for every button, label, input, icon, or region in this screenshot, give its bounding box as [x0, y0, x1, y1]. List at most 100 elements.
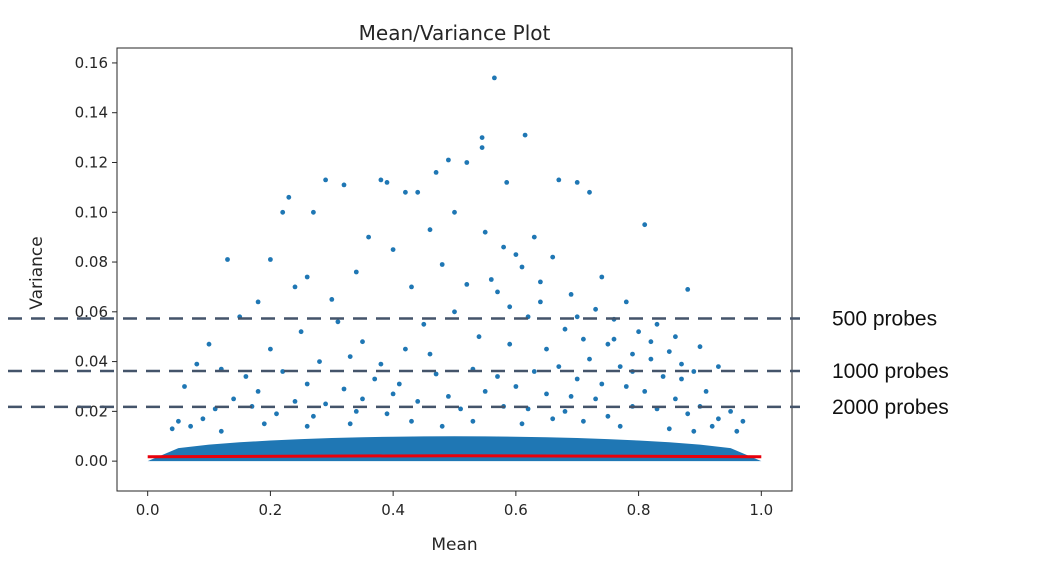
scatter-point: [673, 396, 678, 402]
scatter-point: [323, 401, 328, 407]
y-tick-label: 0.14: [75, 104, 108, 122]
scatter-point: [464, 160, 470, 165]
scatter-point: [605, 341, 611, 347]
scatter-point: [673, 334, 678, 340]
x-tick-label: 0.2: [258, 501, 282, 519]
scatter-point: [728, 409, 733, 414]
scatter-point: [188, 423, 194, 429]
scatter-point: [479, 145, 485, 151]
scatter-point: [194, 361, 200, 367]
scatter-point: [562, 409, 568, 414]
scatter-point: [439, 423, 445, 429]
x-tick-label: 0.4: [381, 501, 405, 519]
scatter-point: [522, 132, 528, 138]
scatter-point: [415, 189, 421, 195]
scatter-point: [660, 374, 666, 379]
scatter-point: [593, 306, 598, 312]
scatter-point: [384, 180, 390, 185]
scatter-point: [317, 359, 322, 364]
scatter-point: [568, 292, 574, 297]
y-axis-title: Variance: [27, 236, 47, 309]
scatter-point: [716, 416, 721, 422]
scatter-point: [685, 411, 691, 417]
scatter-point: [593, 396, 598, 402]
scatter-point: [360, 339, 365, 345]
scatter-point: [396, 381, 402, 387]
scatter-point: [292, 284, 298, 290]
threshold-label: 2000 probes: [832, 396, 949, 419]
scatter-point: [280, 369, 286, 374]
scatter-point: [298, 329, 304, 335]
scatter-point: [617, 364, 623, 369]
y-tick-label: 0.12: [75, 153, 108, 171]
scatter-point: [562, 326, 568, 332]
scatter-point: [679, 376, 684, 382]
scatter-point: [513, 384, 519, 389]
scatter-point: [716, 364, 721, 369]
scatter-point: [691, 428, 697, 434]
scatter-point: [654, 321, 660, 327]
scatter-point: [538, 279, 543, 285]
threshold-lines: 500 probes 1000 probes 2000 probes: [8, 308, 949, 419]
scatter-point: [304, 423, 310, 429]
scatter-point: [617, 423, 623, 429]
scatter-point: [433, 170, 439, 175]
scatter-point: [353, 269, 359, 275]
scatter-point: [479, 135, 485, 141]
scatter-point: [581, 418, 586, 424]
scatter-point: [691, 369, 697, 374]
scatter-point: [734, 428, 740, 434]
scatter-points: [169, 75, 746, 434]
scatter-point: [587, 356, 592, 362]
y-tick-label: 0.10: [75, 203, 108, 221]
scatter-point: [599, 381, 605, 387]
scatter-point: [433, 371, 439, 377]
scatter-point: [519, 264, 525, 270]
scatter-point: [390, 247, 396, 253]
scatter-point: [323, 177, 328, 183]
scatter-point: [709, 423, 715, 429]
y-tick-label: 0.06: [75, 303, 108, 321]
scatter-point: [378, 361, 384, 367]
scatter-point: [544, 391, 549, 397]
scatter-point: [488, 277, 494, 282]
scatter-point: [513, 252, 519, 257]
y-axis: 0.00 0.02 0.04 0.06 0.08 0.10 0.12 0.14 0.16: [75, 54, 117, 470]
scatter-point: [666, 349, 672, 354]
x-tick-label: 1.0: [749, 501, 773, 519]
scatter-point: [427, 227, 433, 233]
scatter-point: [495, 289, 500, 295]
scatter-point: [452, 209, 457, 215]
scatter-point: [666, 426, 672, 432]
scatter-point: [255, 299, 261, 305]
scatter-point: [636, 329, 641, 335]
scatter-point: [581, 336, 586, 342]
scatter-point: [409, 418, 414, 424]
scatter-point: [390, 391, 396, 397]
scatter-point: [403, 346, 408, 352]
scatter-point: [679, 361, 684, 367]
y-tick-label: 0.16: [75, 54, 108, 72]
scatter-point: [169, 426, 175, 432]
scatter-point: [538, 299, 543, 305]
scatter-point: [176, 418, 181, 424]
scatter-point: [568, 394, 574, 399]
scatter-point: [403, 189, 408, 195]
scatter-point: [685, 287, 691, 292]
scatter-point: [648, 356, 654, 362]
chart-title: Mean/Variance Plot: [359, 21, 551, 45]
scatter-point: [243, 374, 249, 379]
scatter-point: [347, 354, 353, 359]
scatter-point: [642, 222, 648, 228]
scatter-point: [366, 234, 371, 240]
scatter-point: [507, 341, 513, 347]
scatter-point: [482, 229, 488, 235]
scatter-point: [519, 421, 525, 427]
scatter-point: [341, 182, 347, 188]
scatter-point: [421, 321, 427, 327]
scatter-point: [492, 75, 497, 81]
mean-trend-line: [147, 454, 762, 459]
scatter-point: [740, 418, 746, 424]
scatter-point: [335, 319, 341, 325]
scatter-point: [311, 209, 316, 215]
